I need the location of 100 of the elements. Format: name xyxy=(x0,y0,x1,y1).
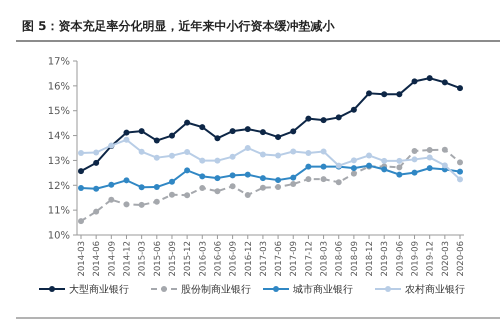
point xyxy=(154,154,160,161)
point xyxy=(184,120,190,126)
point xyxy=(426,154,433,160)
point xyxy=(320,117,327,124)
point xyxy=(366,152,372,158)
point xyxy=(184,167,190,174)
legend-label: 城市商业银行 xyxy=(292,284,353,296)
point xyxy=(244,172,251,178)
point xyxy=(138,202,145,208)
point xyxy=(184,148,190,155)
point xyxy=(184,192,190,198)
point xyxy=(396,158,402,164)
chart-title: 图 5：资本充足率分化明显，近年来中小行资本缓冲垫减小 xyxy=(22,19,336,33)
point xyxy=(244,145,251,151)
point xyxy=(275,177,282,184)
x-tick-label: 2017-06 xyxy=(274,241,284,277)
x-tick-label: 2014-03 xyxy=(77,241,87,277)
x-tick-label: 2019-06 xyxy=(395,241,406,277)
point xyxy=(230,172,236,178)
point xyxy=(412,78,418,84)
x-tick-label: 2020-06 xyxy=(456,241,466,277)
x-tick-label: 2014-06 xyxy=(92,241,102,277)
point xyxy=(396,164,402,170)
point xyxy=(230,183,236,190)
point xyxy=(426,75,433,82)
point xyxy=(93,208,100,215)
point xyxy=(214,158,220,164)
point xyxy=(199,158,206,164)
point xyxy=(123,201,130,208)
x-tick-label: 2019-12 xyxy=(426,241,436,277)
point xyxy=(93,160,100,166)
point xyxy=(442,79,448,86)
point xyxy=(442,162,448,168)
point xyxy=(426,146,433,153)
point xyxy=(78,150,84,156)
point xyxy=(336,114,342,120)
point xyxy=(336,179,342,186)
point xyxy=(350,170,357,177)
point xyxy=(108,196,114,203)
x-tick-label: 2018-09 xyxy=(350,241,360,277)
point xyxy=(168,192,175,198)
point xyxy=(290,128,296,134)
point xyxy=(138,148,145,155)
point xyxy=(457,176,463,182)
legend-label: 农村商业银行 xyxy=(405,284,465,296)
point xyxy=(275,152,282,158)
x-tick-label: 2017-09 xyxy=(289,241,300,277)
point xyxy=(412,148,418,154)
point xyxy=(123,177,130,184)
x-tick-label: 2014-12 xyxy=(122,241,132,277)
point xyxy=(123,136,130,143)
x-tick-label: 2014-09 xyxy=(107,241,118,277)
point xyxy=(350,106,357,113)
point xyxy=(168,132,175,139)
point xyxy=(457,168,463,175)
point xyxy=(412,170,418,176)
x-tick-label: 2016-09 xyxy=(228,241,239,277)
x-tick-label: 2016-06 xyxy=(213,241,224,277)
point xyxy=(93,186,100,192)
point xyxy=(290,148,296,154)
point xyxy=(154,184,160,190)
x-tick-label: 2015-03 xyxy=(138,241,148,277)
point xyxy=(260,129,266,136)
point xyxy=(214,135,220,142)
point xyxy=(260,184,266,191)
y-tick-label: 16% xyxy=(48,81,70,92)
point xyxy=(93,149,100,156)
point xyxy=(260,151,266,158)
point xyxy=(305,176,312,182)
point xyxy=(275,134,282,140)
point xyxy=(154,198,160,205)
point xyxy=(350,165,357,172)
x-tick-label: 2018-03 xyxy=(320,241,330,277)
point xyxy=(199,185,206,192)
point xyxy=(214,175,220,182)
y-tick-label: 14% xyxy=(48,131,70,142)
x-tick-label: 2017-12 xyxy=(304,241,314,277)
point xyxy=(350,157,357,164)
point xyxy=(305,164,312,170)
point xyxy=(290,174,296,181)
y-tick-label: 10% xyxy=(48,230,70,242)
x-tick-label: 2015-06 xyxy=(152,241,163,277)
point xyxy=(199,173,206,180)
point xyxy=(168,178,175,185)
point xyxy=(244,192,251,198)
point xyxy=(78,218,84,224)
y-tick-label: 15% xyxy=(48,106,70,118)
point xyxy=(108,182,114,188)
x-tick-label: 2018-12 xyxy=(365,241,376,277)
point xyxy=(123,130,130,136)
x-tick-label: 2020-03 xyxy=(440,241,451,277)
x-tick-label: 2016-12 xyxy=(244,241,254,277)
y-tick-label: 17% xyxy=(48,56,70,68)
point xyxy=(320,164,327,170)
x-tick-label: 2017-03 xyxy=(258,241,269,277)
point xyxy=(381,91,388,98)
point xyxy=(214,188,220,194)
point xyxy=(78,185,84,192)
point xyxy=(426,165,433,172)
point xyxy=(412,156,418,162)
